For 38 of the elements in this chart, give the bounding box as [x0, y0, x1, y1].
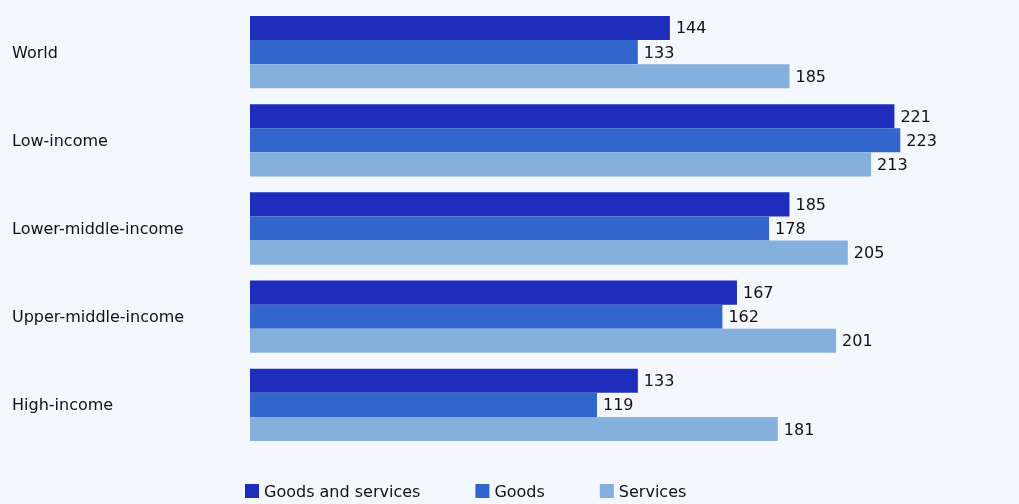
data-label: 133: [643, 42, 675, 62]
y-tick-label: Low-income: [12, 130, 108, 150]
data-label: 181: [783, 419, 815, 439]
data-label: 119: [603, 395, 634, 415]
bar: [250, 128, 901, 153]
data-label: 221: [900, 106, 931, 126]
bar: [250, 368, 638, 393]
data-label: 205: [853, 243, 885, 263]
data-label: 133: [643, 371, 675, 391]
bar: [250, 392, 597, 417]
data-label: 144: [675, 18, 707, 38]
bar: [250, 328, 837, 353]
data-label: 178: [775, 219, 806, 238]
data-label: 201: [842, 331, 873, 351]
bar: [250, 216, 770, 241]
data-label: 167: [742, 283, 774, 303]
data-label: 213: [877, 154, 908, 174]
bar: [250, 240, 848, 265]
data-label: 162: [728, 307, 759, 327]
data-label: 185: [795, 194, 827, 214]
bar: [250, 64, 790, 89]
y-tick-label: High-income: [12, 395, 114, 415]
bar: [250, 192, 790, 217]
legend-label: Goods: [494, 481, 545, 501]
bar: [250, 40, 638, 65]
bar: [250, 152, 872, 177]
data-label: 223: [906, 130, 937, 150]
y-tick-label: Upper-middle-income: [12, 307, 185, 327]
y-tick-label: Lower-middle-income: [12, 219, 184, 238]
y-tick-label: World: [12, 42, 58, 62]
bar: [250, 304, 723, 329]
bar: [250, 280, 737, 305]
bar: [250, 416, 778, 442]
legend-label: Services: [618, 481, 687, 501]
bar: [250, 15, 670, 41]
legend-label: Goods and services: [264, 481, 421, 501]
bar: [250, 104, 895, 129]
data-label: 185: [795, 66, 827, 86]
